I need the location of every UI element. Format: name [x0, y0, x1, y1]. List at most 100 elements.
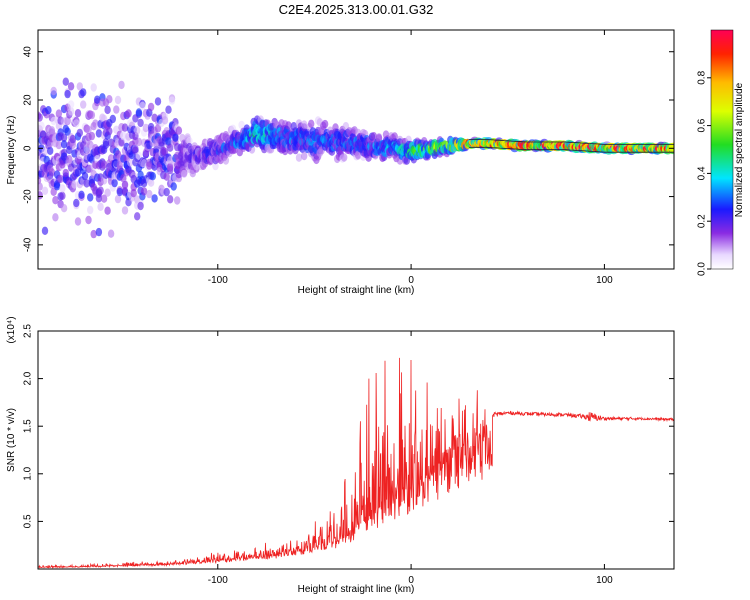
heatmap-cell — [74, 168, 82, 177]
heatmap-cell — [154, 97, 162, 106]
heatmap-cell — [170, 182, 177, 191]
heatmap-cell — [180, 169, 188, 179]
snr-y-tick-label: 2.0 — [23, 371, 34, 385]
snr-y-axis-label: SNR (10 * v/v) — [6, 408, 17, 472]
heatmap-cell — [149, 172, 156, 181]
spectrogram-y-tick-label: 40 — [23, 46, 34, 58]
heatmap-cell — [97, 186, 104, 195]
heatmap-cell — [41, 147, 49, 156]
heatmap-cell — [106, 126, 113, 136]
heatmap-cell — [95, 194, 103, 203]
heatmap-cell — [135, 137, 143, 147]
heatmap-cell — [71, 180, 78, 189]
snr-x-axis-label: Height of straight line (km) — [298, 584, 415, 595]
heatmap-cell — [161, 116, 169, 125]
heatmap-cell — [100, 160, 108, 169]
heatmap-cell — [87, 205, 94, 215]
heatmap-cell — [52, 213, 59, 222]
heatmap-cell — [64, 127, 71, 136]
heatmap-cell — [135, 151, 143, 160]
spectrogram-y-tick-label: 0 — [23, 145, 34, 151]
heatmap-cell — [45, 106, 52, 115]
heatmap-cell — [134, 212, 141, 221]
heatmap-cell — [69, 140, 77, 150]
heatmap-cell — [81, 171, 89, 181]
colorbar-tick-label: 0.0 — [697, 262, 708, 276]
heatmap-cell — [130, 189, 137, 198]
heatmap-cell — [285, 121, 292, 130]
snr-y-ticks: 0.5 1.0 1.5 2.0 2.5 — [23, 324, 674, 528]
heatmap-cell — [52, 196, 59, 205]
spectrogram-panel: -100 0 100 -40 -20 0 20 40 Height of straight … — [6, 29, 675, 296]
heatmap-cell — [102, 140, 110, 150]
heatmap-cell — [104, 105, 111, 115]
heatmap-cell — [146, 189, 153, 199]
heatmap-cell — [38, 176, 42, 185]
heatmap-cell — [60, 140, 68, 149]
heatmap-cell — [38, 191, 43, 200]
heatmap-cell — [88, 131, 96, 141]
heatmap-cell — [38, 121, 45, 130]
heatmap-cell — [62, 77, 69, 86]
heatmap-cell — [391, 132, 398, 141]
heatmap-cell — [668, 145, 674, 153]
heatmap-cell — [168, 96, 176, 105]
heatmap-cell — [97, 202, 104, 211]
heatmap-cell — [76, 82, 84, 91]
heatmap-cell — [248, 145, 256, 154]
heatmap-cell — [106, 95, 113, 104]
colorbar-tick-label: 0.4 — [697, 166, 708, 180]
tone-band-lower-edge — [469, 146, 674, 153]
heatmap-cell — [73, 119, 80, 128]
heatmap-cell — [222, 156, 230, 165]
heatmap-cell — [238, 120, 245, 130]
heatmap-cell — [154, 124, 162, 133]
heatmap-cell — [295, 153, 303, 162]
snr-y-tick-label: 2.5 — [23, 324, 34, 338]
heatmap-cell — [175, 126, 183, 135]
heatmap-cell — [301, 120, 308, 129]
heatmap-cell — [69, 134, 77, 144]
heatmap-cell — [147, 102, 155, 112]
heatmap-cell — [142, 123, 150, 133]
heatmap-cell — [121, 206, 129, 215]
heatmap-cell — [74, 109, 82, 118]
spectrogram-y-tick-label: -20 — [23, 189, 34, 204]
spectrogram-y-tick-label: -40 — [23, 237, 34, 252]
heatmap-cell — [80, 100, 87, 109]
heatmap-cell — [95, 227, 103, 237]
heatmap-cell — [80, 88, 87, 97]
heatmap-cell — [354, 151, 362, 160]
heatmap-cell — [47, 146, 54, 155]
heatmap-cell — [59, 191, 66, 200]
snr-x-tick-label: -100 — [208, 575, 228, 586]
heatmap-cell — [118, 138, 125, 147]
snr-background — [38, 331, 674, 569]
heatmap-cell — [107, 229, 115, 238]
heatmap-cell — [38, 182, 43, 191]
heatmap-cell — [50, 86, 57, 96]
heatmap-cell — [341, 153, 348, 162]
heatmap-cell — [174, 196, 181, 205]
spectrogram-frame — [37, 29, 675, 270]
tone-band-upper-edge — [469, 139, 674, 145]
heatmap-cell — [90, 83, 97, 92]
heatmap-cell — [118, 80, 125, 90]
spectrogram-y-axis-label: Frequency (Hz) — [6, 116, 17, 185]
snr-y-multiplier: (x10⁴) — [6, 316, 17, 343]
heatmap-cell — [116, 161, 124, 170]
heatmap-cell — [114, 194, 122, 204]
heatmap-cell — [134, 126, 141, 135]
heatmap-cell — [109, 114, 117, 124]
heatmap-cell — [165, 105, 172, 114]
snr-series-line — [38, 357, 674, 569]
colorbar-tick-label: 0.6 — [697, 118, 708, 132]
heatmap-cell — [140, 187, 148, 196]
heatmap-cell — [370, 132, 377, 141]
heatmap-cell — [67, 107, 75, 116]
heatmap-cell — [147, 178, 155, 187]
colorbar-label: Normalized spectral amplitude — [734, 82, 745, 217]
snr-y-tick-label: 0.5 — [23, 514, 34, 528]
colorbar-gradient — [710, 29, 734, 270]
